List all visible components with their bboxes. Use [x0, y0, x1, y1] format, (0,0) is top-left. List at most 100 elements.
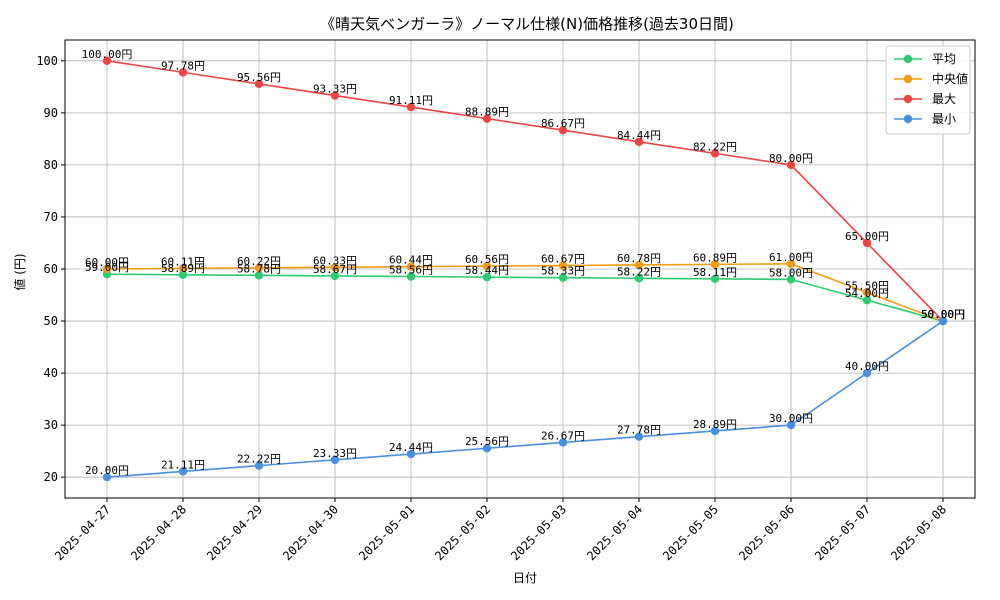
data-point — [710, 274, 720, 284]
data-label: 61.00円 — [769, 251, 813, 264]
data-label: 59.00円 — [85, 261, 129, 274]
y-tick-label: 80 — [44, 158, 58, 172]
grid-layer — [65, 40, 975, 498]
data-point — [786, 259, 796, 268]
data-label: 26.67円 — [541, 429, 585, 442]
data-point — [482, 272, 492, 282]
series-line — [106, 320, 944, 478]
data-label: 93.33円 — [313, 83, 357, 96]
data-point — [710, 260, 720, 269]
data-point — [330, 263, 340, 272]
legend-label: 中央値 — [932, 71, 968, 86]
data-point — [178, 270, 188, 279]
data-label: 20.00円 — [85, 464, 129, 477]
data-label: 84.44円 — [617, 129, 661, 142]
data-point — [254, 271, 264, 280]
y-axis-label: 値 (円) — [12, 253, 27, 290]
y-tick-label: 40 — [44, 366, 58, 380]
data-point — [254, 461, 264, 470]
data-point — [330, 271, 340, 281]
data-label: 82.22円 — [693, 140, 737, 153]
data-point — [558, 125, 568, 135]
data-point — [102, 264, 112, 274]
legend-box — [885, 45, 971, 135]
data-label: 58.11円 — [693, 266, 737, 279]
data-label: 100.00円 — [82, 48, 133, 61]
data-point — [634, 432, 644, 441]
data-point — [786, 420, 796, 430]
data-point — [406, 102, 416, 112]
data-label: 58.89円 — [161, 262, 205, 275]
data-label: 50.00円 — [921, 308, 965, 321]
data-point — [178, 264, 188, 273]
legend-label: 最大 — [932, 92, 956, 106]
data-label: 60.00円 — [85, 256, 129, 269]
data-point — [710, 149, 720, 158]
data-label: 50.00円 — [921, 308, 965, 321]
data-label: 60.22円 — [237, 255, 281, 268]
data-point — [862, 368, 872, 378]
data-point — [330, 455, 340, 465]
data-label: 58.22円 — [617, 265, 661, 278]
data-point — [634, 137, 644, 147]
data-label: 95.56円 — [237, 71, 281, 84]
data-point — [482, 444, 492, 453]
data-label: 28.89円 — [693, 418, 737, 431]
legend-marker — [903, 94, 913, 104]
data-label-layer: 59.00円 58.89円 58.78円 58.67円 58.56円 58.44円 58.3… — [82, 48, 965, 477]
data-label: 97.78円 — [161, 59, 205, 72]
data-point — [406, 272, 416, 281]
data-label: 58.78円 — [237, 262, 281, 275]
data-label: 58.44円 — [465, 264, 509, 277]
data-point — [254, 263, 264, 273]
data-label: 50.00円 — [921, 308, 965, 321]
data-label: 58.00円 — [769, 266, 813, 279]
y-tick-label: 20 — [44, 470, 58, 484]
data-label: 60.11円 — [161, 255, 205, 268]
data-label: 60.56円 — [465, 253, 509, 266]
data-label: 60.89円 — [693, 251, 737, 264]
data-label: 60.44円 — [389, 254, 433, 267]
data-label: 88.89円 — [465, 106, 509, 119]
data-point — [558, 273, 568, 282]
data-point — [786, 160, 796, 170]
data-label: 27.78円 — [617, 424, 661, 437]
data-label: 60.78円 — [617, 252, 661, 265]
legend-marker — [903, 114, 913, 124]
data-label: 58.33円 — [541, 265, 585, 278]
data-label: 50.00円 — [921, 308, 965, 321]
data-point — [254, 79, 264, 89]
data-point — [178, 467, 188, 476]
legend-label: 最小 — [932, 112, 956, 126]
data-point — [482, 114, 492, 123]
y-tick-label: 50 — [44, 314, 58, 328]
data-point — [786, 275, 796, 284]
data-label: 25.56円 — [465, 435, 509, 448]
x-axis-label: 日付 — [513, 571, 537, 585]
data-point — [558, 261, 568, 270]
data-point — [406, 449, 416, 459]
data-point — [178, 68, 188, 77]
data-label: 58.67円 — [313, 263, 357, 276]
series-layer — [102, 56, 948, 482]
data-label: 58.56円 — [389, 263, 433, 276]
y-tick-label: 90 — [44, 106, 58, 120]
legend-marker — [903, 54, 913, 64]
y-tick-label: 60 — [44, 262, 58, 276]
y-tick-label: 70 — [44, 210, 58, 224]
data-point — [330, 91, 340, 100]
chart-title: 《晴天気ベンガーラ》ノーマル仕様(N)価格推移(過去30日間) — [320, 15, 734, 33]
data-point — [634, 260, 644, 270]
plot-frame — [64, 39, 976, 499]
data-point — [862, 288, 872, 297]
data-label: 80.00円 — [769, 152, 813, 165]
data-label: 24.44円 — [389, 441, 433, 454]
data-point — [862, 296, 872, 305]
data-point — [406, 262, 416, 271]
data-point — [862, 238, 872, 248]
data-point — [938, 316, 948, 326]
data-label: 86.67円 — [541, 117, 585, 130]
data-point — [634, 274, 644, 283]
